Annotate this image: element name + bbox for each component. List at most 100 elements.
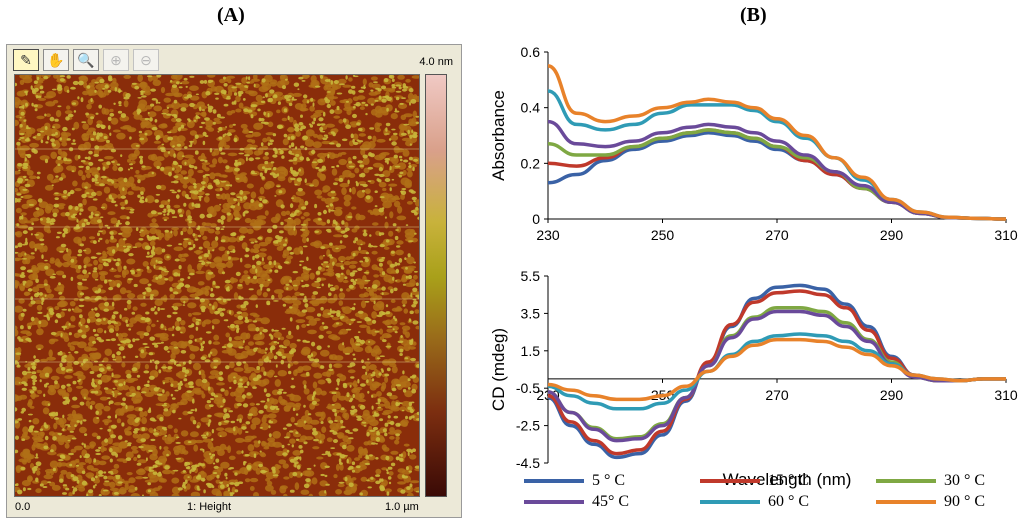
measure-button[interactable]: ✎ bbox=[13, 49, 39, 71]
afm-grain bbox=[267, 413, 277, 419]
afm-grain bbox=[110, 117, 119, 125]
legend-label: 5 ° C bbox=[592, 472, 626, 489]
afm-grain bbox=[113, 402, 123, 406]
afm-grain bbox=[93, 259, 99, 266]
afm-height-image[interactable] bbox=[14, 74, 420, 497]
afm-grain bbox=[267, 162, 274, 169]
afm-grain bbox=[234, 336, 243, 341]
afm-grain bbox=[354, 457, 360, 461]
afm-grain bbox=[322, 272, 333, 276]
afm-grain bbox=[388, 183, 398, 187]
afm-grain bbox=[147, 75, 153, 82]
afm-grain bbox=[343, 261, 351, 266]
afm-grain bbox=[327, 262, 334, 271]
legend-swatch bbox=[700, 500, 760, 504]
afm-grain bbox=[329, 257, 338, 265]
afm-grain bbox=[128, 477, 136, 484]
afm-grain bbox=[314, 189, 323, 196]
afm-grain bbox=[187, 227, 194, 235]
afm-grain bbox=[303, 388, 310, 395]
afm-grain bbox=[15, 114, 26, 119]
afm-grain bbox=[311, 282, 321, 288]
x-tick-label: 310 bbox=[994, 227, 1018, 243]
afm-grain bbox=[72, 180, 78, 187]
afm-grain bbox=[189, 85, 199, 91]
series-line-30c bbox=[547, 306, 1006, 441]
afm-grain bbox=[246, 228, 254, 235]
afm-grain bbox=[171, 227, 180, 231]
afm-grain bbox=[290, 416, 296, 423]
afm-grain bbox=[218, 246, 226, 252]
afm-grain bbox=[368, 364, 377, 371]
afm-grain bbox=[164, 436, 173, 445]
afm-grain bbox=[184, 154, 194, 159]
afm-grain bbox=[412, 110, 417, 118]
afm-grain bbox=[213, 117, 221, 122]
afm-grain bbox=[55, 270, 65, 276]
afm-grain bbox=[227, 245, 236, 251]
afm-grain bbox=[172, 302, 183, 307]
afm-grain bbox=[125, 451, 134, 459]
afm-grain bbox=[244, 263, 252, 269]
afm-grain bbox=[376, 138, 386, 143]
afm-grain bbox=[403, 343, 411, 352]
afm-grain bbox=[397, 75, 405, 80]
afm-grain bbox=[196, 101, 205, 108]
afm-grain bbox=[345, 256, 351, 261]
afm-grain bbox=[71, 404, 81, 409]
afm-grain bbox=[64, 110, 73, 115]
pan-hand-button[interactable]: ✋ bbox=[43, 49, 69, 71]
afm-grain bbox=[344, 221, 349, 228]
afm-grain bbox=[60, 469, 68, 475]
afm-grain bbox=[174, 320, 180, 328]
afm-grain bbox=[273, 289, 284, 294]
afm-grain bbox=[195, 378, 203, 387]
afm-grain bbox=[126, 472, 133, 476]
legend-label: 90 ° C bbox=[944, 493, 986, 510]
legend-item: 60 ° C bbox=[700, 493, 809, 511]
afm-grain bbox=[193, 444, 199, 452]
afm-grain bbox=[355, 213, 361, 221]
zoom-in-icon: ⊕ bbox=[110, 51, 122, 68]
afm-grain bbox=[395, 436, 400, 441]
afm-grain bbox=[372, 135, 377, 143]
afm-grain-layer bbox=[15, 75, 419, 496]
afm-grain bbox=[367, 454, 376, 461]
afm-grain bbox=[377, 403, 386, 407]
afm-grain bbox=[321, 426, 327, 434]
y-tick-label: 0 bbox=[532, 211, 540, 227]
afm-grain bbox=[55, 110, 62, 118]
y-axis-title: CD (mdeg) bbox=[489, 328, 508, 411]
afm-grain bbox=[90, 400, 96, 406]
afm-grain bbox=[199, 227, 205, 236]
afm-grain bbox=[27, 401, 33, 408]
afm-grain bbox=[292, 160, 298, 165]
afm-grain bbox=[77, 169, 84, 177]
afm-grain bbox=[326, 330, 332, 335]
afm-grain bbox=[21, 121, 27, 126]
legend-swatch bbox=[876, 500, 936, 504]
panel-a-label: (A) bbox=[217, 4, 245, 26]
afm-grain bbox=[301, 365, 312, 372]
afm-grain bbox=[60, 301, 66, 307]
magnify-button[interactable]: 🔍 bbox=[73, 49, 99, 71]
afm-grain bbox=[35, 344, 44, 350]
afm-grain bbox=[176, 152, 184, 161]
afm-grain bbox=[227, 152, 238, 157]
afm-grain bbox=[188, 313, 192, 317]
series-line-45c bbox=[547, 309, 1006, 443]
afm-grain bbox=[216, 382, 225, 386]
afm-grain bbox=[265, 180, 275, 189]
series-line-45c bbox=[547, 119, 1007, 221]
x-tick-label: 290 bbox=[880, 227, 904, 243]
afm-grain bbox=[36, 369, 42, 373]
pan-hand-icon: ✋ bbox=[47, 51, 65, 68]
afm-grain bbox=[107, 437, 113, 445]
afm-grain bbox=[354, 167, 360, 174]
afm-grain bbox=[74, 445, 83, 451]
afm-grain bbox=[165, 92, 175, 97]
afm-viewer: ✎ ✋ 🔍 ⊕ ⊖ 4.0 nm 0.0 1: Height 1.0 µm bbox=[6, 44, 462, 518]
afm-grain bbox=[189, 95, 200, 101]
